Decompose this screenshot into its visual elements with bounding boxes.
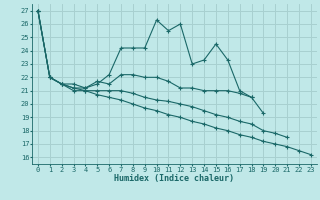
X-axis label: Humidex (Indice chaleur): Humidex (Indice chaleur) <box>115 174 234 183</box>
